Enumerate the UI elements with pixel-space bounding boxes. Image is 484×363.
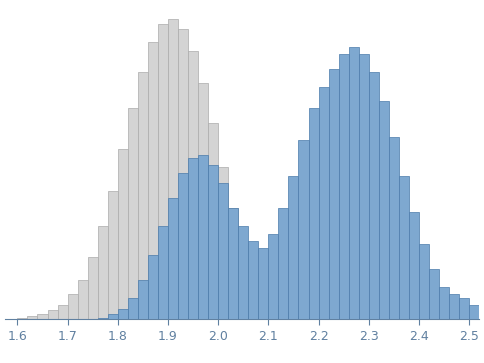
Bar xyxy=(118,149,128,319)
Bar xyxy=(318,87,329,319)
Bar xyxy=(168,198,178,319)
Bar xyxy=(188,158,198,319)
Bar xyxy=(98,318,108,319)
Bar xyxy=(37,314,47,319)
Bar xyxy=(469,305,479,319)
Bar xyxy=(198,83,208,319)
Bar xyxy=(128,108,138,319)
Bar xyxy=(419,244,429,319)
Bar xyxy=(128,298,138,319)
Bar xyxy=(268,233,278,319)
Bar xyxy=(158,24,168,319)
Bar xyxy=(28,316,37,319)
Bar xyxy=(178,173,188,319)
Bar xyxy=(439,287,449,319)
Bar xyxy=(429,269,439,319)
Bar xyxy=(68,294,77,319)
Bar xyxy=(348,47,359,319)
Bar xyxy=(88,257,98,319)
Bar xyxy=(178,29,188,319)
Bar xyxy=(218,167,228,319)
Bar xyxy=(399,176,409,319)
Bar xyxy=(258,248,268,319)
Bar xyxy=(77,280,88,319)
Bar xyxy=(148,42,158,319)
Bar xyxy=(168,19,178,319)
Bar xyxy=(218,183,228,319)
Bar xyxy=(449,294,459,319)
Bar xyxy=(158,227,168,319)
Bar xyxy=(459,298,469,319)
Bar xyxy=(188,51,198,319)
Bar xyxy=(138,72,148,319)
Bar xyxy=(228,208,238,319)
Bar xyxy=(359,54,369,319)
Bar xyxy=(409,212,419,319)
Bar xyxy=(198,155,208,319)
Bar xyxy=(339,54,348,319)
Bar xyxy=(208,166,218,319)
Bar xyxy=(299,140,308,319)
Bar xyxy=(389,137,399,319)
Bar xyxy=(138,280,148,319)
Bar xyxy=(369,72,379,319)
Bar xyxy=(108,191,118,319)
Bar xyxy=(268,305,278,319)
Bar xyxy=(118,309,128,319)
Bar xyxy=(148,255,158,319)
Bar xyxy=(248,273,258,319)
Bar xyxy=(258,293,268,319)
Bar xyxy=(278,208,288,319)
Bar xyxy=(308,108,318,319)
Bar xyxy=(379,101,389,319)
Bar xyxy=(58,305,68,319)
Bar xyxy=(47,310,58,319)
Bar xyxy=(278,312,288,319)
Bar xyxy=(108,314,118,319)
Bar xyxy=(288,176,299,319)
Bar xyxy=(98,227,108,319)
Bar xyxy=(288,316,299,319)
Bar xyxy=(248,241,258,319)
Bar xyxy=(238,227,248,319)
Bar xyxy=(238,244,248,319)
Bar xyxy=(208,122,218,319)
Bar xyxy=(228,208,238,319)
Bar xyxy=(329,69,339,319)
Bar xyxy=(17,318,28,319)
Bar xyxy=(299,318,308,319)
